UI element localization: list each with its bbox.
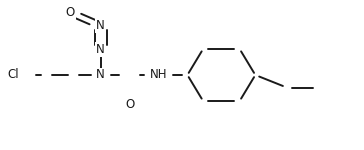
- Text: O: O: [125, 98, 134, 111]
- Text: N: N: [96, 19, 105, 32]
- Text: N: N: [96, 69, 105, 81]
- Text: N: N: [96, 43, 105, 56]
- Text: NH: NH: [150, 69, 167, 81]
- Text: Cl: Cl: [8, 69, 19, 81]
- Text: O: O: [66, 6, 75, 19]
